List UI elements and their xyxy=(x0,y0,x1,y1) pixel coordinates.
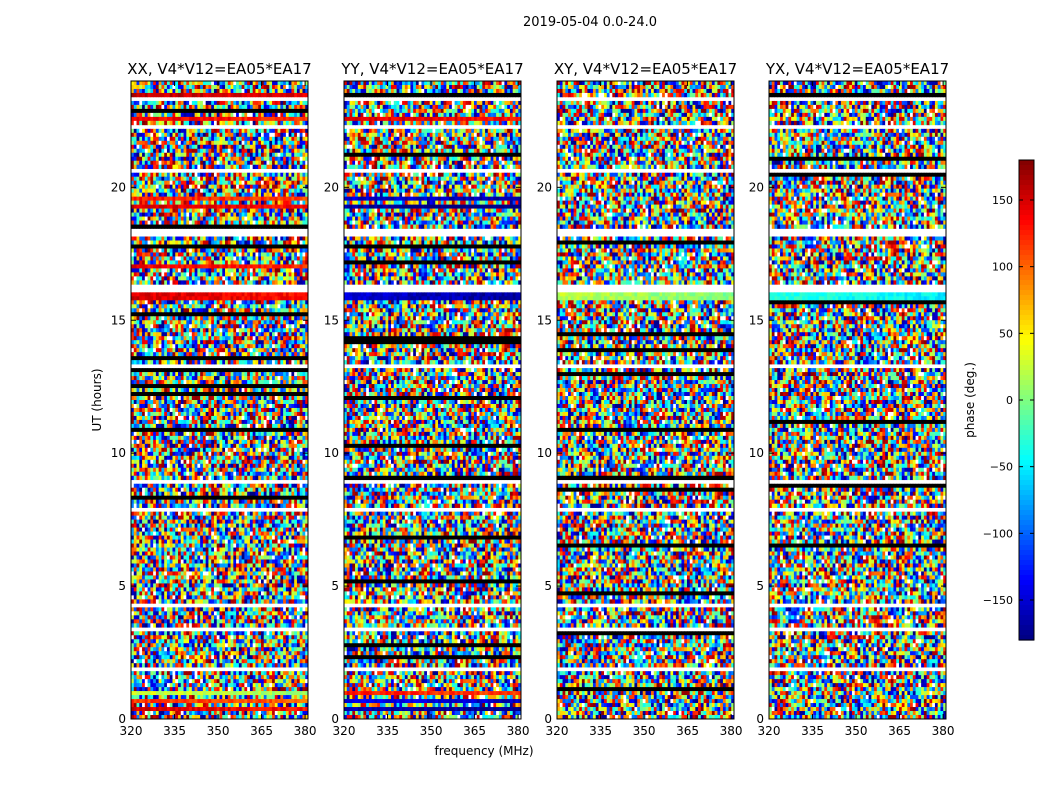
phase-image xyxy=(557,81,735,720)
y-tick-label: 20 xyxy=(749,180,764,194)
x-tick-label: 335 xyxy=(376,724,399,738)
panel-frame xyxy=(130,80,309,720)
y-tick-label: 10 xyxy=(324,446,339,460)
y-tick-label: 5 xyxy=(118,579,126,593)
panel-frame xyxy=(556,80,735,720)
x-axis-label: frequency (MHz) xyxy=(434,744,533,758)
y-tick-label: 0 xyxy=(331,712,339,726)
x-tick-label: 365 xyxy=(250,724,273,738)
y-tick-label: 10 xyxy=(537,446,552,460)
x-tick-label: 320 xyxy=(546,724,569,738)
panel-frame xyxy=(768,80,947,720)
colorbar-tick-label: 0 xyxy=(1006,394,1013,407)
phase-image xyxy=(131,81,309,720)
colorbar-tick-label: −50 xyxy=(990,461,1013,474)
phase-image xyxy=(769,81,947,720)
y-tick-label: 15 xyxy=(111,313,126,327)
y-tick-label: 0 xyxy=(544,712,552,726)
y-tick-label: 20 xyxy=(111,180,126,194)
y-tick-label: 10 xyxy=(749,446,764,460)
x-tick-label: 335 xyxy=(589,724,612,738)
panel-title: YY, V4*V12=EA05*EA17 xyxy=(340,60,523,78)
colorbar-tick-label: 100 xyxy=(992,261,1013,274)
x-tick-label: 350 xyxy=(420,724,443,738)
x-tick-label: 350 xyxy=(633,724,656,738)
y-tick-label: 15 xyxy=(537,313,552,327)
panel-yy: YY, V4*V12=EA05*EA17 320 335 350 365 380 0 5 10 1… xyxy=(324,60,530,738)
x-tick-label: 320 xyxy=(120,724,143,738)
x-tick-label: 335 xyxy=(801,724,824,738)
y-tick-label: 0 xyxy=(756,712,764,726)
y-tick-label: 10 xyxy=(111,446,126,460)
x-tick-label: 380 xyxy=(932,724,955,738)
x-tick-label: 335 xyxy=(163,724,186,738)
figure-title: 2019-05-04 0.0-24.0 xyxy=(523,15,657,30)
x-tick-label: 380 xyxy=(507,724,530,738)
panel-xy: XY, V4*V12=EA05*EA17 320 335 350 365 380 0 5 10 1… xyxy=(537,60,743,738)
y-tick-label: 20 xyxy=(324,180,339,194)
phase-image xyxy=(344,81,522,720)
colorbar-tick-label: −100 xyxy=(983,527,1013,540)
y-tick-label: 5 xyxy=(756,579,764,593)
colorbar-tick-label: 150 xyxy=(992,194,1013,207)
panels: XX, V4*V12=EA05*EA17 320 335 350 365 380 0 5 10 1… xyxy=(111,60,955,738)
x-tick-label: 320 xyxy=(333,724,356,738)
x-tick-label: 365 xyxy=(676,724,699,738)
panel-frame xyxy=(343,80,522,720)
x-tick-label: 380 xyxy=(294,724,317,738)
y-axis-label: UT (hours) xyxy=(90,368,104,431)
y-tick-label: 5 xyxy=(331,579,339,593)
x-tick-label: 350 xyxy=(845,724,868,738)
panel-title: XY, V4*V12=EA05*EA17 xyxy=(554,60,737,78)
x-tick-label: 365 xyxy=(888,724,911,738)
y-tick-label: 5 xyxy=(544,579,552,593)
panel-title: XX, V4*V12=EA05*EA17 xyxy=(127,60,311,78)
colorbar-tick-label: −150 xyxy=(983,594,1013,607)
panel-xx: XX, V4*V12=EA05*EA17 320 335 350 365 380 0 5 10 1… xyxy=(111,60,317,738)
y-tick-label: 15 xyxy=(749,313,764,327)
panel-title: YX, V4*V12=EA05*EA17 xyxy=(765,60,949,78)
x-tick-label: 320 xyxy=(758,724,781,738)
y-tick-label: 0 xyxy=(118,712,126,726)
x-tick-label: 365 xyxy=(463,724,486,738)
x-tick-label: 350 xyxy=(207,724,230,738)
x-tick-label: 380 xyxy=(720,724,743,738)
y-tick-label: 20 xyxy=(537,180,552,194)
y-tick-label: 15 xyxy=(324,313,339,327)
colorbar: −150 −100 −50 0 50 100 150 xyxy=(983,159,1035,641)
colorbar-label: phase (deg.) xyxy=(963,362,977,438)
panel-yx: YX, V4*V12=EA05*EA17 320 335 350 365 380 0 5 10 1… xyxy=(749,60,955,738)
colorbar-tick-label: 50 xyxy=(999,327,1013,340)
